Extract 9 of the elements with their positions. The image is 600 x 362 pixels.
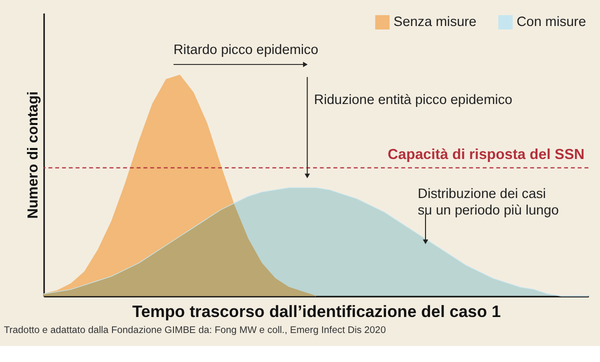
- legend-label: Con misure: [516, 14, 586, 30]
- text: Tradotto e adattato dalla Fondazione GIMBE da: Fong MW e coll., Emerg Infect Dis 2020: [4, 324, 386, 336]
- x-axis-title: Tempo trascorso dall’identificazione del caso 1: [132, 302, 501, 321]
- y-axis-title: Numero di contagi: [25, 91, 42, 219]
- legend-label: Senza misure: [394, 14, 476, 30]
- ref-line-label: Capacità di risposta del SSN: [388, 147, 584, 164]
- text: Ritardo picco epidemico: [174, 42, 318, 57]
- annotation: Distribuzione dei casi su un periodo più lungo: [418, 186, 559, 218]
- annotation: Riduzione entità picco epidemico: [314, 92, 512, 108]
